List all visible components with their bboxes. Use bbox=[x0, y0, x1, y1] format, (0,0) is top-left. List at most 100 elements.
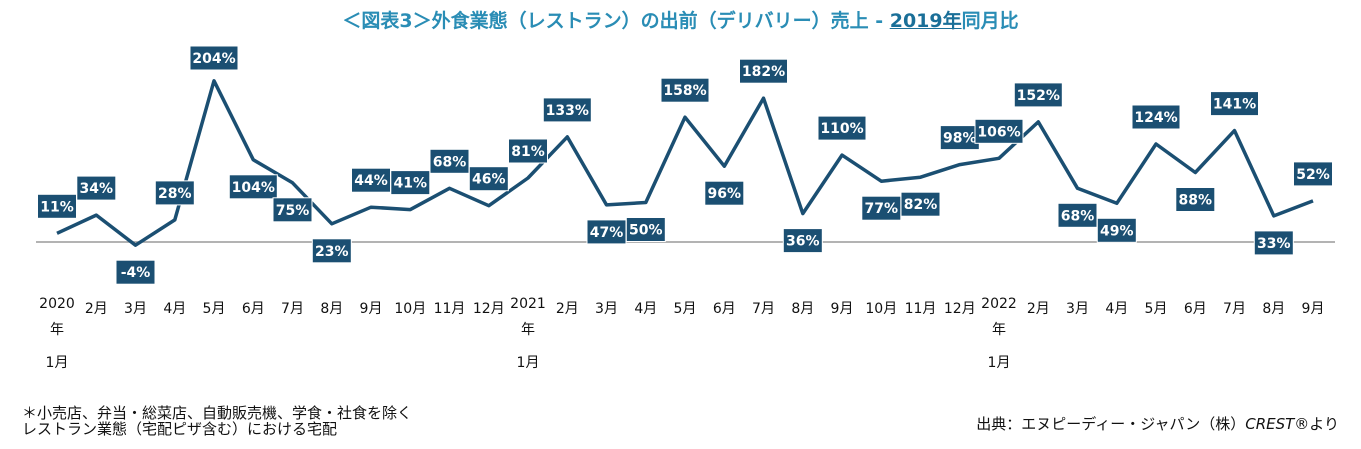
data-label: 88% bbox=[1175, 187, 1216, 212]
data-label: 50% bbox=[625, 217, 666, 242]
data-label-box bbox=[508, 138, 548, 164]
data-label: 81% bbox=[508, 138, 548, 164]
data-label-box bbox=[974, 118, 1024, 144]
data-label-text: 41% bbox=[394, 176, 428, 192]
data-label: 23% bbox=[311, 238, 352, 264]
data-label-text: 11% bbox=[40, 199, 74, 215]
data-label-text: 88% bbox=[1179, 193, 1213, 209]
data-label-box bbox=[861, 195, 902, 221]
data-label-text: 104% bbox=[232, 180, 275, 196]
data-label-text: 47% bbox=[590, 225, 624, 241]
data-label-text: 44% bbox=[354, 173, 388, 189]
source-prefix: 出典：エヌピーディー・ジャパン（株） bbox=[976, 415, 1246, 433]
x-tick-label: 4月 bbox=[634, 301, 657, 317]
data-label-text: 50% bbox=[629, 223, 663, 239]
data-label-box bbox=[782, 228, 823, 254]
data-label-text: 81% bbox=[511, 144, 545, 160]
data-label-text: 33% bbox=[1257, 236, 1291, 252]
x-tick-label: 7月 bbox=[281, 301, 304, 317]
x-tick-label: 4月 bbox=[163, 301, 186, 317]
data-label-box bbox=[1210, 91, 1259, 117]
data-label: 204% bbox=[189, 45, 239, 71]
x-axis-tick-labels: 2020 年 1月 2月 3月 4月 5月 6月 7月 8月 9月 10月 11月 12月 2021 年 1月 2… bbox=[39, 296, 1324, 371]
data-label-box bbox=[817, 115, 867, 141]
data-label: 133% bbox=[542, 97, 592, 123]
data-label-text: 204% bbox=[192, 51, 235, 67]
data-label-box bbox=[542, 97, 592, 123]
data-label-box bbox=[189, 45, 239, 71]
data-label: 68% bbox=[429, 148, 470, 174]
data-label: 152% bbox=[1013, 82, 1063, 108]
data-label-box bbox=[1057, 202, 1098, 228]
data-label: 141% bbox=[1210, 91, 1259, 117]
series-line bbox=[56, 79, 1314, 247]
title-year: 2019年 bbox=[889, 10, 962, 32]
data-label: 49% bbox=[1096, 217, 1137, 243]
data-label: 82% bbox=[900, 191, 941, 217]
data-label-box bbox=[1253, 230, 1294, 256]
data-label: 41% bbox=[390, 170, 431, 196]
x-tick-label: 8月 bbox=[791, 301, 814, 317]
data-label: 44% bbox=[351, 167, 391, 193]
data-label-text: 77% bbox=[865, 201, 899, 217]
x-tick-label: 2月 bbox=[85, 301, 108, 317]
data-label-box bbox=[1131, 104, 1181, 130]
x-tick-label: 6月 bbox=[713, 301, 736, 317]
x-tick-label: 9月 bbox=[1302, 301, 1325, 317]
data-label: 47% bbox=[586, 219, 627, 245]
data-label-box bbox=[1013, 82, 1063, 108]
data-label-text: 46% bbox=[472, 172, 506, 188]
data-label: -4% bbox=[115, 259, 156, 285]
x-tick-label: 年 bbox=[521, 322, 535, 338]
data-label: 182% bbox=[739, 58, 788, 84]
data-label-text: 36% bbox=[786, 234, 820, 250]
x-tick-label: 2022 bbox=[981, 296, 1017, 312]
footnote-line-2: レストラン業態（宅配ピザ含む）における宅配 bbox=[22, 420, 338, 438]
data-label-box bbox=[739, 58, 788, 84]
x-tick-label: 1月 bbox=[517, 355, 540, 371]
data-label-text: 98% bbox=[943, 131, 977, 147]
x-tick-label: 11月 bbox=[434, 301, 466, 317]
data-label-text: 82% bbox=[904, 197, 938, 213]
data-label-box bbox=[351, 167, 391, 193]
x-tick-label: 8月 bbox=[320, 301, 343, 317]
data-label: 98% bbox=[939, 125, 980, 151]
data-label-box bbox=[939, 125, 980, 151]
data-label-box bbox=[1175, 187, 1216, 212]
data-label-box bbox=[625, 217, 666, 242]
data-label-text: 34% bbox=[80, 181, 114, 197]
data-label-box bbox=[390, 170, 431, 196]
x-tick-label: 2月 bbox=[1027, 301, 1050, 317]
data-label-box bbox=[660, 77, 710, 103]
data-label-text: 182% bbox=[742, 64, 785, 80]
data-label: 96% bbox=[704, 180, 745, 206]
title-text: ＜図表3＞外食業態（レストラン）の出前（デリバリー）売上 - bbox=[342, 10, 890, 32]
data-label-text: 152% bbox=[1017, 88, 1060, 104]
x-tick-label: 3月 bbox=[124, 301, 147, 317]
chart-title: ＜図表3＞外食業態（レストラン）の出前（デリバリー）売上 - 2019年同月比 bbox=[0, 6, 1361, 33]
line-chart: 11% 34% -4% 28% 204% 104%75% 23% 44% 41% 68% 46% 81… bbox=[36, 45, 1335, 371]
data-label-box bbox=[76, 175, 117, 201]
data-labels: 11% 34% -4% 28% 204% 104%75% 23% 44% 41% 68% 46% 81… bbox=[37, 45, 1333, 285]
data-label: 104% bbox=[228, 174, 278, 200]
data-label-text: 23% bbox=[315, 244, 349, 260]
x-tick-label: 10月 bbox=[394, 301, 426, 317]
data-label: 68% bbox=[1057, 202, 1098, 228]
data-label-box bbox=[468, 166, 509, 192]
data-label-box bbox=[228, 174, 278, 200]
data-label-box bbox=[1293, 161, 1333, 187]
data-label-box bbox=[272, 197, 313, 223]
x-tick-label: 10月 bbox=[865, 301, 897, 317]
data-label-box bbox=[900, 191, 941, 217]
data-label: 52% bbox=[1293, 161, 1333, 187]
x-tick-label: 1月 bbox=[46, 355, 69, 371]
x-tick-label: 12月 bbox=[473, 301, 505, 317]
x-tick-label: 2021 bbox=[510, 296, 546, 312]
title-suffix: 同月比 bbox=[961, 10, 1019, 32]
data-label: 36% bbox=[782, 228, 823, 254]
x-tick-label: 12月 bbox=[944, 301, 976, 317]
data-label-box bbox=[311, 238, 352, 264]
data-label-box bbox=[1096, 217, 1137, 243]
source-brand: CREST® bbox=[1245, 415, 1310, 433]
x-tick-label: 6月 bbox=[1184, 301, 1207, 317]
